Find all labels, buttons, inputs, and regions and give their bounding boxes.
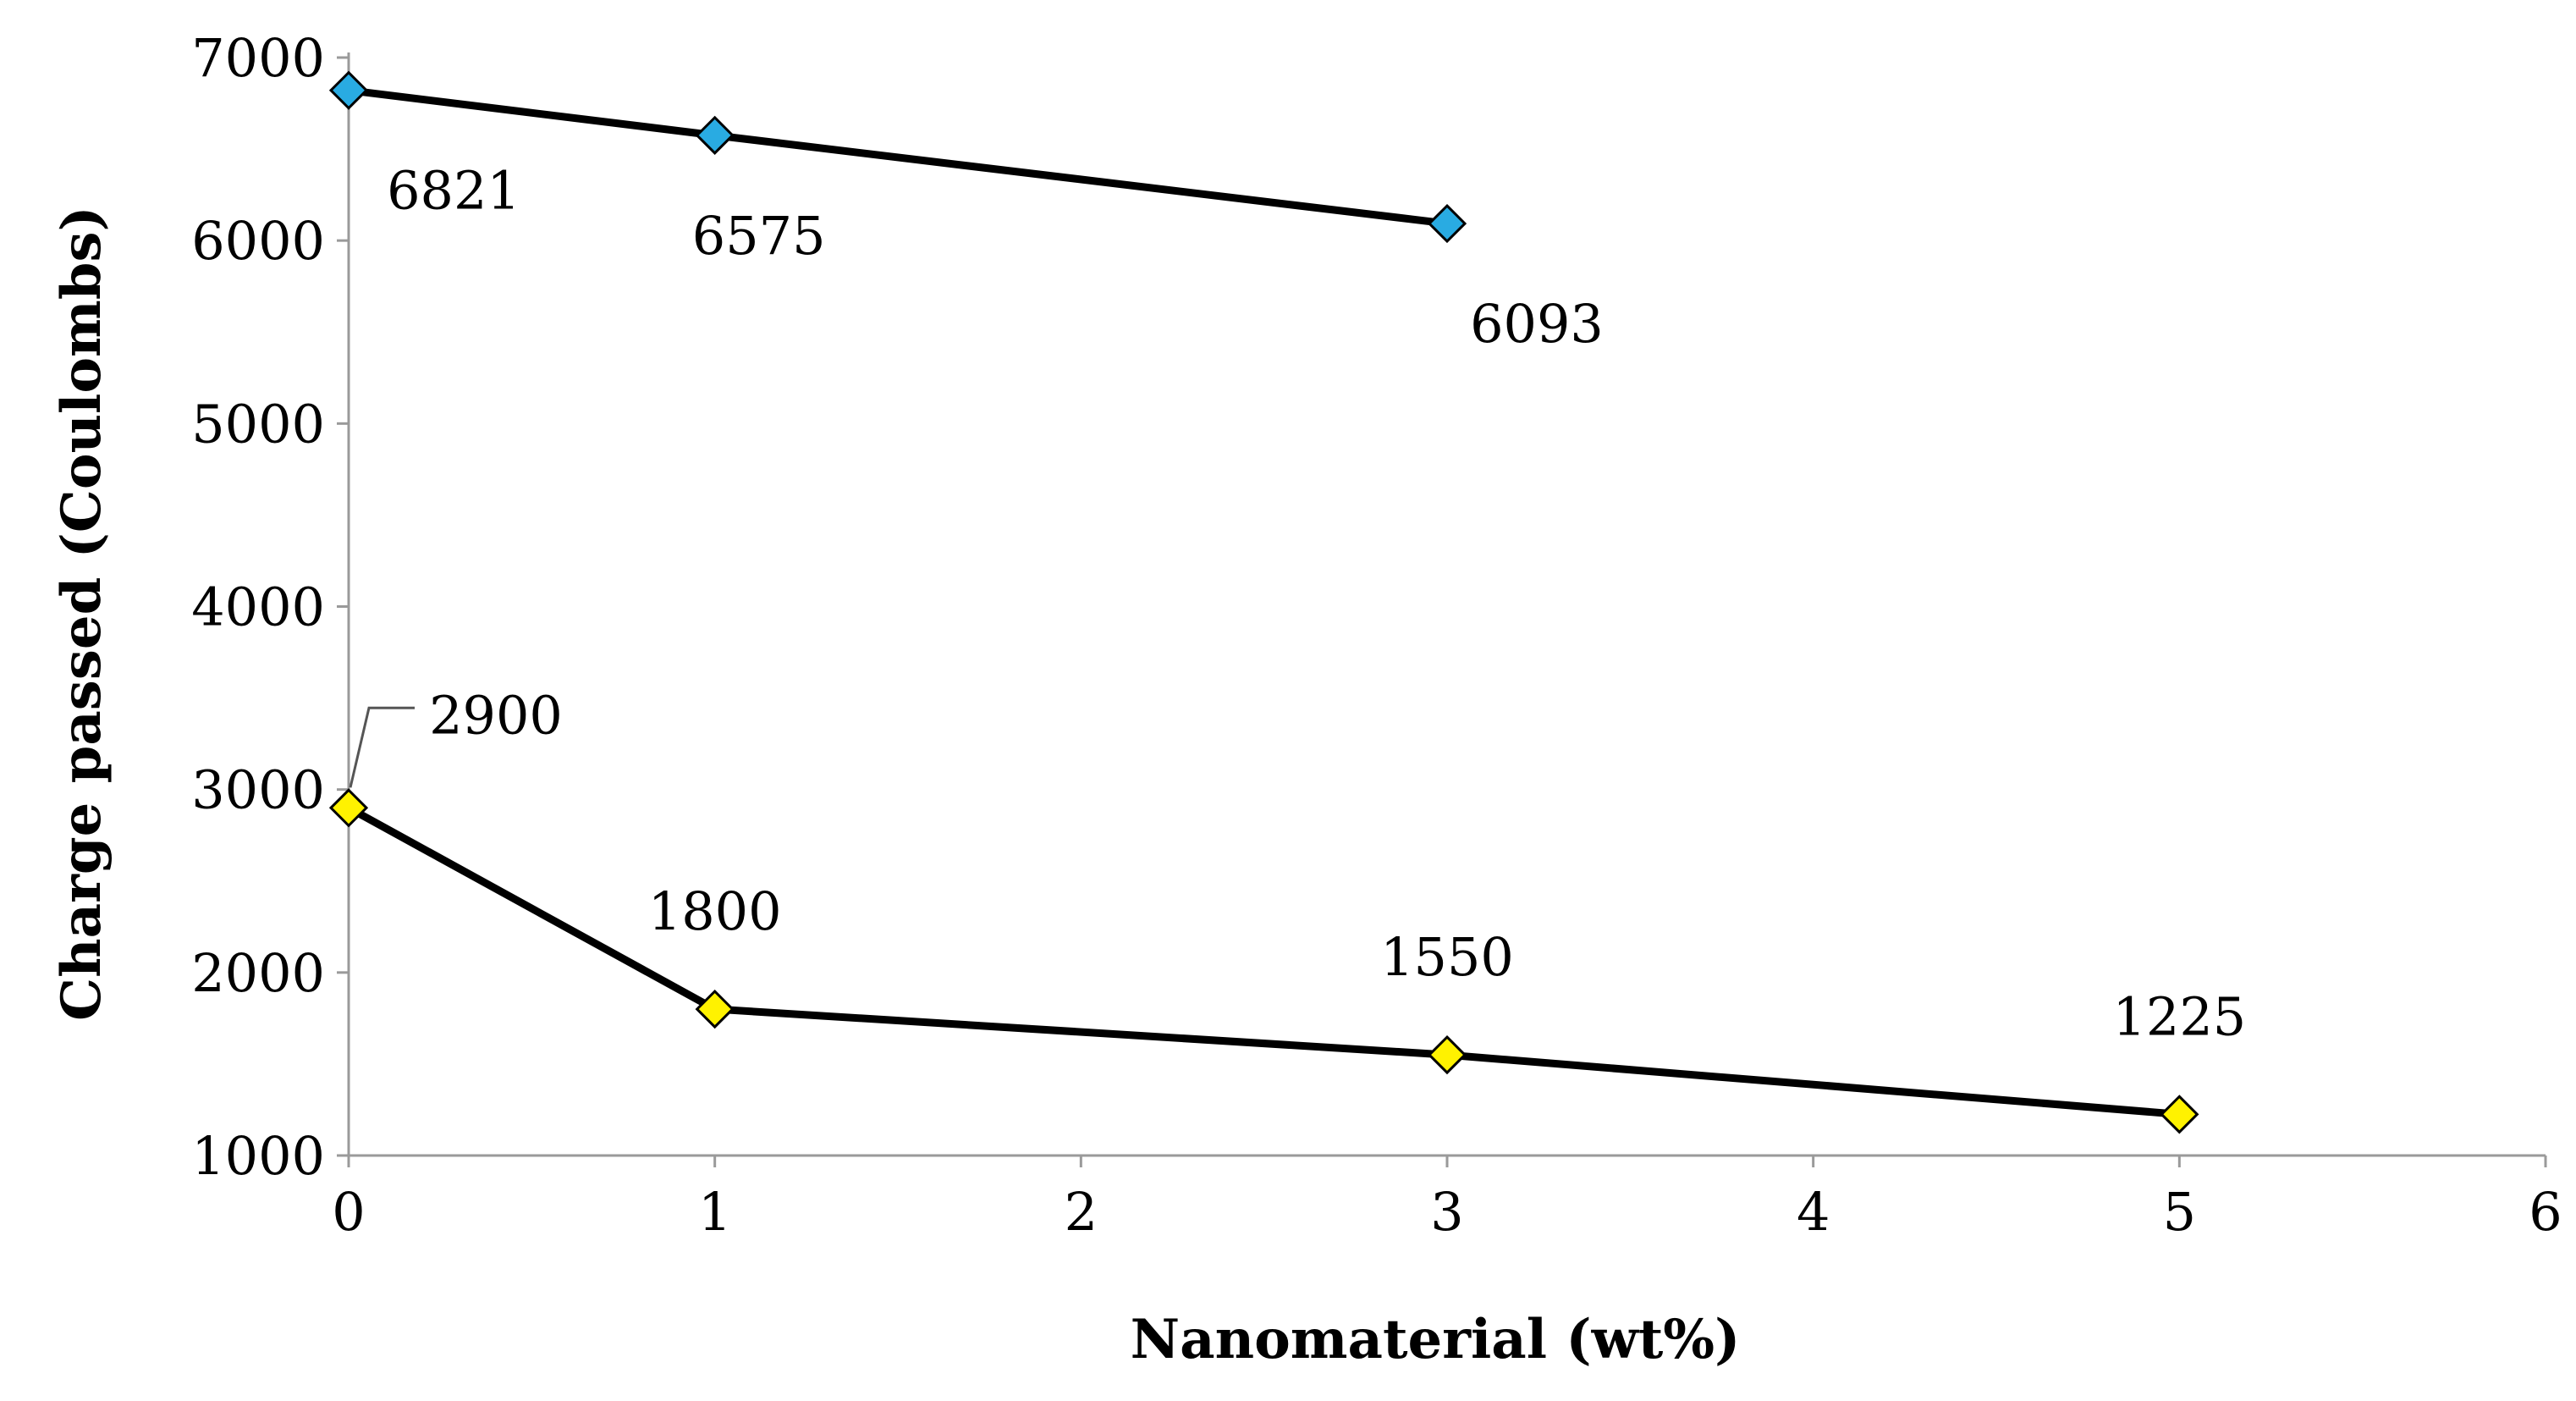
- data-label: 1225: [2112, 985, 2246, 1047]
- x-axis-title: Nanomaterial (wt%): [1131, 1308, 1741, 1371]
- data-point-marker: [328, 70, 369, 110]
- data-point-marker: [1427, 203, 1467, 244]
- data-label: 6821: [387, 160, 520, 222]
- data-label: 6093: [1470, 293, 1604, 355]
- y-tick-label: 7000: [191, 27, 325, 89]
- data-point-marker: [1427, 1034, 1467, 1075]
- data-point-marker: [2160, 1095, 2199, 1134]
- x-tick-label: 3: [1430, 1181, 1463, 1243]
- data-label: 1800: [648, 880, 782, 942]
- label-leader-line: [349, 706, 415, 788]
- series-line-2: [346, 804, 2180, 1118]
- x-tick-label: 0: [332, 1181, 365, 1243]
- tick-labels: 1000 2000 3000 4000 5000 6000 7000 0 1 2 3 4 5 6: [191, 27, 2562, 1243]
- x-tick-label: 2: [1065, 1181, 1098, 1243]
- data-point-marker: [695, 115, 735, 155]
- series-lines: [346, 86, 2180, 1118]
- data-labels: 6821 6575 6093 2900 1800 1550 1225: [349, 160, 2246, 1047]
- y-tick-label: 2000: [191, 942, 325, 1004]
- axes: [337, 52, 2547, 1167]
- data-point-marker: [328, 788, 369, 828]
- y-axis-title: Charge passed (Coulombs): [50, 206, 113, 1021]
- data-label: 1550: [1380, 926, 1514, 988]
- y-tick-label: 4000: [191, 576, 325, 638]
- data-markers: [328, 70, 2199, 1134]
- x-tick-label: 4: [1797, 1181, 1830, 1243]
- y-tick-label: 3000: [191, 759, 325, 821]
- x-tick-label: 5: [2163, 1181, 2196, 1243]
- y-tick-label: 5000: [191, 393, 325, 455]
- y-tick-label: 6000: [191, 210, 325, 272]
- data-point-marker: [695, 989, 735, 1029]
- y-tick-label: 1000: [191, 1125, 325, 1187]
- x-tick-label: 1: [698, 1181, 731, 1243]
- data-label: 6575: [692, 205, 826, 267]
- data-label: 2900: [429, 684, 563, 746]
- x-tick-label: 6: [2529, 1181, 2562, 1243]
